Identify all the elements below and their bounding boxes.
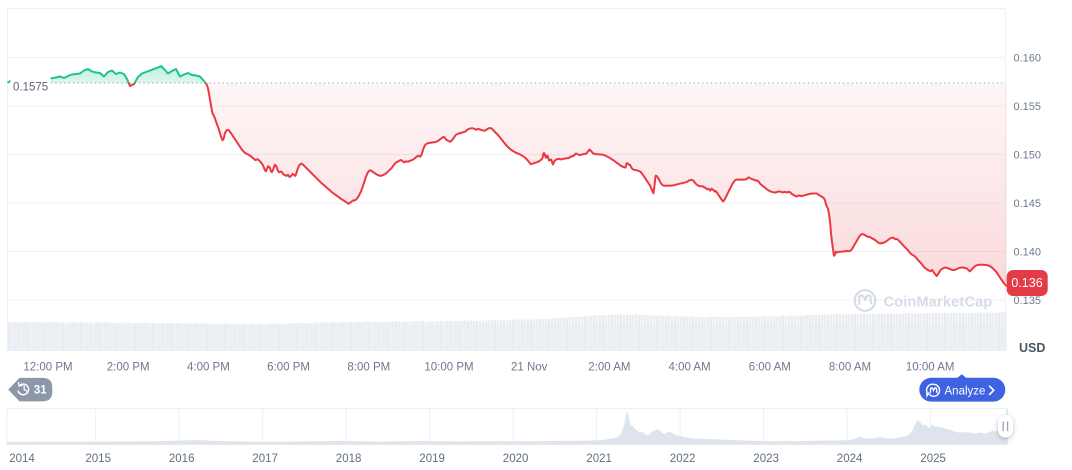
svg-text:0.155: 0.155 bbox=[1014, 101, 1042, 113]
svg-text:4:00 AM: 4:00 AM bbox=[668, 361, 710, 373]
svg-text:Analyze: Analyze bbox=[945, 385, 986, 397]
svg-text:2018: 2018 bbox=[336, 453, 362, 465]
svg-text:0.150: 0.150 bbox=[1014, 150, 1042, 162]
svg-text:0.1575: 0.1575 bbox=[13, 82, 48, 94]
svg-text:8:00 AM: 8:00 AM bbox=[829, 361, 871, 373]
svg-text:2016: 2016 bbox=[169, 453, 195, 465]
svg-text:2019: 2019 bbox=[419, 453, 445, 465]
svg-text:10:00 AM: 10:00 AM bbox=[906, 361, 955, 373]
svg-text:2021: 2021 bbox=[586, 453, 612, 465]
svg-text:0.160: 0.160 bbox=[1014, 53, 1042, 65]
svg-text:8:00 PM: 8:00 PM bbox=[347, 361, 390, 373]
svg-text:USD: USD bbox=[1019, 341, 1045, 355]
svg-text:0.136: 0.136 bbox=[1011, 276, 1042, 290]
svg-text:2:00 AM: 2:00 AM bbox=[588, 361, 630, 373]
svg-text:6:00 AM: 6:00 AM bbox=[749, 361, 791, 373]
svg-text:2014: 2014 bbox=[9, 453, 35, 465]
svg-text:10:00 PM: 10:00 PM bbox=[424, 361, 473, 373]
svg-text:CoinMarketCap: CoinMarketCap bbox=[884, 295, 993, 311]
svg-text:2:00 PM: 2:00 PM bbox=[107, 361, 150, 373]
svg-text:2015: 2015 bbox=[85, 453, 111, 465]
svg-text:31: 31 bbox=[34, 385, 47, 397]
svg-text:21 Nov: 21 Nov bbox=[511, 361, 548, 373]
svg-text:0.140: 0.140 bbox=[1014, 247, 1042, 259]
svg-text:2024: 2024 bbox=[837, 453, 863, 465]
svg-text:2022: 2022 bbox=[670, 453, 696, 465]
svg-text:12:00 PM: 12:00 PM bbox=[23, 361, 72, 373]
svg-text:2017: 2017 bbox=[252, 453, 278, 465]
svg-text:2025: 2025 bbox=[920, 453, 946, 465]
svg-text:0.135: 0.135 bbox=[1014, 295, 1042, 307]
svg-text:4:00 PM: 4:00 PM bbox=[187, 361, 230, 373]
svg-text:2023: 2023 bbox=[753, 453, 779, 465]
svg-text:2020: 2020 bbox=[503, 453, 529, 465]
svg-text:0.145: 0.145 bbox=[1014, 198, 1042, 210]
svg-text:6:00 PM: 6:00 PM bbox=[267, 361, 310, 373]
